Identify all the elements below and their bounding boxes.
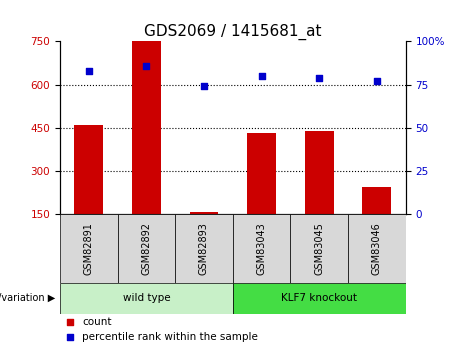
Text: genotype/variation ▶: genotype/variation ▶ [0, 294, 55, 303]
Point [200, 83, 207, 89]
Point [258, 73, 266, 79]
Bar [60, 283, 233, 314]
Bar [233, 283, 406, 314]
Text: GSM83043: GSM83043 [257, 222, 266, 275]
Bar [348, 214, 406, 283]
Bar [175, 214, 233, 283]
Bar [305, 130, 334, 214]
Bar [132, 41, 161, 214]
Bar [233, 214, 290, 283]
Bar [74, 125, 103, 214]
Point [66, 334, 74, 339]
Bar [362, 187, 391, 214]
Text: GSM83045: GSM83045 [314, 222, 324, 275]
Title: GDS2069 / 1415681_at: GDS2069 / 1415681_at [144, 24, 322, 40]
Text: GSM83046: GSM83046 [372, 222, 382, 275]
Point [142, 63, 150, 68]
Bar [60, 214, 118, 283]
Text: GSM82892: GSM82892 [142, 222, 151, 275]
Point [373, 78, 381, 84]
Text: GSM82893: GSM82893 [199, 222, 209, 275]
Bar [290, 214, 348, 283]
Bar [118, 214, 175, 283]
Text: GSM82891: GSM82891 [84, 222, 94, 275]
Point [85, 68, 92, 73]
Text: KLF7 knockout: KLF7 knockout [281, 294, 357, 303]
Point [315, 75, 323, 80]
Point [66, 319, 74, 324]
Bar [189, 211, 219, 214]
Text: wild type: wild type [123, 294, 170, 303]
Text: percentile rank within the sample: percentile rank within the sample [83, 332, 258, 342]
Bar [247, 134, 276, 214]
Text: count: count [83, 317, 112, 327]
